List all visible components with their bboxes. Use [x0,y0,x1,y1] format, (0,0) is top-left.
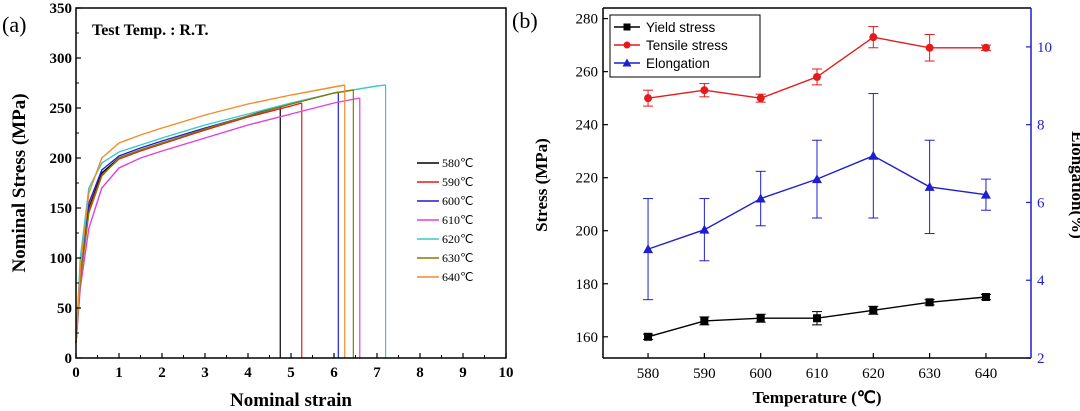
point-0-3 [813,314,821,323]
b-x-tick-label-4: 620 [862,366,885,382]
b-y-tick-label-6: 280 [576,12,599,28]
b-legend-marker-1 [623,41,631,49]
legend-label-6: 640℃ [442,270,473,284]
point-0-1 [700,316,709,325]
panel-a-annotation: Test Temp. : R.T. [92,22,208,39]
b-y-tick-label-3: 220 [576,171,599,187]
b-legend-marker-0 [623,23,631,31]
b-y-tick-label-0: 160 [576,330,599,346]
b-legend-label-1: Tensile stress [646,38,728,53]
y-tick-label-6: 300 [50,51,73,67]
x-tick-label-5: 5 [287,365,295,381]
x-tick-label-10: 10 [499,365,514,381]
point-2-4 [868,150,879,160]
x-tick-label-6: 6 [330,365,338,381]
y-tick-label-2: 100 [50,251,73,267]
b-y2-tick-label-0: 2 [1037,351,1045,367]
y-tick-label-4: 200 [50,151,73,167]
y-tick-label-1: 50 [57,301,72,317]
x-tick-label-1: 1 [115,365,123,381]
b-legend-label-2: Elongation [646,56,710,71]
panel-b-xlabel: Temperature (℃) [752,388,881,407]
y-tick-label-0: 0 [65,351,73,367]
point-2-3 [812,174,822,184]
b-y-tick-label-4: 240 [576,118,599,134]
point-0-2 [756,314,765,323]
point-2-2 [755,193,766,203]
legend-label-3: 610℃ [442,213,473,227]
b-y2-tick-label-2: 6 [1037,195,1045,211]
curve-6 [75,84,345,344]
panel-b-properties: (b) Stress (MPa) Elongation(%) Temperatu… [512,7,1080,407]
point-2-0 [643,244,654,254]
b-y-tick-label-2: 200 [576,224,599,240]
panel-b-label: (b) [512,8,538,33]
point-1-6 [981,43,990,52]
point-1-1 [700,86,709,95]
x-tick-label-3: 3 [201,365,209,381]
panel-a-stress-strain: (a) Test Temp. : R.T. Nominal Stress (MP… [2,1,514,411]
legend-label-0: 580℃ [442,156,473,170]
curve-0 [75,105,281,344]
point-1-4 [869,33,878,42]
point-2-1 [699,224,710,234]
b-y-tick-label-5: 260 [576,65,599,81]
b-legend-marker-2 [622,58,632,67]
x-tick-label-0: 0 [72,365,80,381]
curve-4 [75,84,386,344]
point-2-5 [924,181,935,191]
point-1-0 [644,94,653,103]
b-x-tick-label-6: 640 [975,366,998,382]
panel-a-ylabel: Nominal Stress (MPa) [9,93,30,272]
panel-a-xlabel: Nominal strain [230,390,352,411]
panel-a-curves [75,84,387,358]
x-tick-label-4: 4 [244,365,252,381]
panel-b-legend: Yield stress Tensile stress Elongation [609,14,761,78]
curve-5 [75,89,354,344]
b-x-tick-label-3: 610 [806,366,829,382]
legend-label-1: 590℃ [442,175,473,189]
x-tick-label-2: 2 [158,365,166,381]
curve-3 [75,97,360,344]
legend-label-4: 620℃ [442,232,473,246]
point-0-0 [644,332,653,341]
panel-b-series [643,26,991,341]
y-tick-label-3: 150 [50,201,73,217]
b-y2-tick-label-4: 10 [1037,40,1052,56]
b-x-tick-label-1: 590 [693,366,716,382]
y-tick-label-7: 350 [50,1,73,17]
b-x-tick-label-2: 600 [749,366,772,382]
b-x-tick-label-0: 580 [637,366,660,382]
panel-b-y2label: Elongation(%) [1068,131,1080,239]
panel-a-legend: 580℃ 590℃ 600℃ 610℃ 620℃ 630℃ 640℃ [417,156,473,284]
b-y-tick-label-1: 180 [576,277,599,293]
point-1-3 [813,72,821,81]
point-1-2 [756,94,765,103]
legend-label-5: 630℃ [442,251,473,265]
point-1-5 [925,43,934,52]
b-y2-tick-label-1: 4 [1037,273,1045,289]
b-legend-box [609,14,761,78]
point-0-6 [981,293,990,302]
point-0-4 [869,306,878,315]
legend-label-2: 600℃ [442,194,473,208]
b-x-tick-label-5: 630 [918,366,941,382]
b-y2-tick-label-3: 8 [1037,118,1045,134]
x-tick-label-8: 8 [416,365,424,381]
curve-1 [75,102,302,344]
y-tick-label-5: 250 [50,101,73,117]
b-legend-label-0: Yield stress [646,20,716,35]
x-tick-label-9: 9 [459,365,467,381]
point-0-5 [925,298,934,307]
x-tick-label-7: 7 [373,365,381,381]
panel-b-ylabel: Stress (MPa) [532,138,551,232]
panel-a-frame [75,7,507,359]
point-2-6 [980,189,991,199]
panel-a-label: (a) [2,12,26,37]
